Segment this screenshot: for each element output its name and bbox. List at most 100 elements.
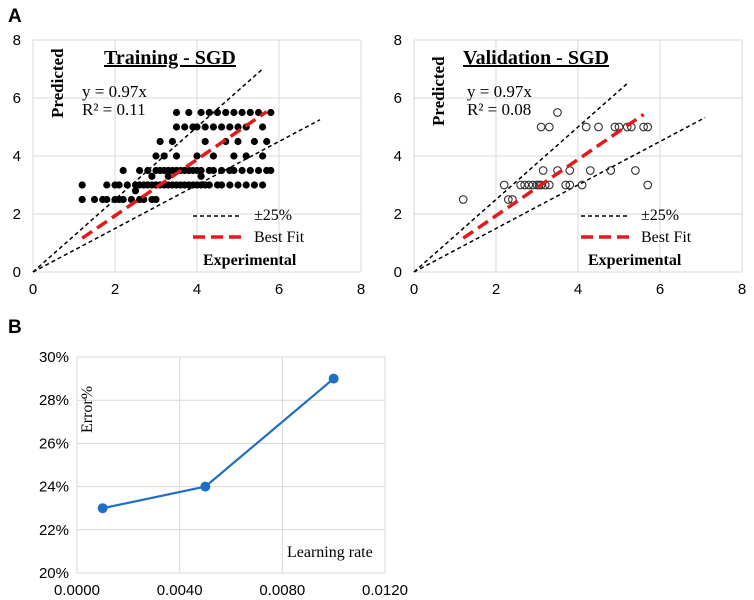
error-x-tick: 0.0080 bbox=[259, 582, 305, 599]
training-x-tick: 6 bbox=[275, 281, 283, 298]
training-data-point bbox=[160, 152, 168, 160]
validation-y-label: Predicted bbox=[429, 56, 448, 126]
training-data-point bbox=[148, 172, 156, 180]
training-y-tick: 2 bbox=[13, 206, 21, 223]
training-data-point bbox=[267, 108, 275, 117]
training-equation: y = 0.97x bbox=[82, 82, 147, 101]
validation-data-point bbox=[565, 180, 575, 190]
validation-data-point bbox=[458, 195, 468, 204]
training-data-point bbox=[172, 152, 181, 160]
training-data-point bbox=[78, 195, 86, 204]
training-y-label: Predicted bbox=[48, 48, 67, 118]
training-data-point bbox=[201, 137, 209, 146]
training-data-point bbox=[254, 166, 263, 175]
error-x-tick: 0.0120 bbox=[362, 582, 408, 599]
training-data-point bbox=[103, 181, 111, 189]
validation-data-point bbox=[553, 108, 562, 117]
training-data-point bbox=[197, 166, 205, 175]
validation-title: Validation - SGD bbox=[463, 47, 609, 69]
training-data-point bbox=[242, 181, 250, 189]
validation-x-label: Experimental bbox=[588, 252, 682, 269]
training-data-point bbox=[181, 123, 189, 131]
training-data-point bbox=[226, 123, 234, 131]
panel-label-b: B bbox=[8, 317, 22, 338]
validation-data-point bbox=[577, 180, 587, 190]
validation-data-point bbox=[643, 180, 653, 190]
training-data-point bbox=[205, 181, 213, 189]
training-data-point bbox=[218, 181, 226, 189]
training-data-point bbox=[238, 166, 246, 175]
panel-label-a: A bbox=[8, 6, 22, 27]
training-data-point bbox=[213, 108, 222, 117]
training-data-point bbox=[259, 152, 267, 160]
training-x-tick: 0 bbox=[29, 281, 37, 298]
training-data-point bbox=[193, 123, 201, 131]
training-data-point bbox=[230, 108, 238, 117]
training-data-point bbox=[115, 181, 123, 189]
training-data-point bbox=[119, 166, 127, 175]
training-data-point bbox=[168, 137, 176, 146]
training-data-point bbox=[230, 152, 238, 160]
training-data-point bbox=[78, 181, 86, 189]
validation-legend-band: ±25% bbox=[641, 207, 679, 224]
training-y-tick: 8 bbox=[13, 32, 21, 49]
training-data-point bbox=[218, 166, 226, 175]
validation-band-upper-line bbox=[413, 82, 628, 273]
error-data-point bbox=[97, 503, 108, 514]
validation-data-point bbox=[622, 122, 632, 132]
error-y-tick: 30% bbox=[39, 349, 69, 366]
training-data-point bbox=[209, 123, 217, 131]
validation-x-tick: 4 bbox=[574, 281, 582, 298]
training-data-point bbox=[246, 108, 254, 117]
training-y-tick: 4 bbox=[13, 148, 21, 165]
validation-data-point bbox=[524, 180, 534, 190]
training-data-point bbox=[209, 152, 217, 160]
validation-data-point bbox=[544, 180, 554, 190]
training-data-point bbox=[197, 172, 205, 180]
validation-data-point bbox=[631, 166, 640, 175]
training-data-point bbox=[164, 172, 172, 180]
training-data-point bbox=[242, 152, 250, 160]
training-data-point bbox=[90, 195, 99, 204]
validation-data-point bbox=[499, 180, 509, 190]
training-data-point bbox=[144, 166, 152, 175]
training-data-point bbox=[103, 195, 111, 204]
validation-data-point bbox=[561, 180, 571, 190]
error-rate-chart: 0.0000 0.0040 0.0080 0.0120 20% 22% 24% 26% 28% 3… bbox=[39, 349, 408, 599]
training-data-point bbox=[152, 195, 160, 204]
training-x-tick: 2 bbox=[111, 281, 119, 298]
validation-data-point bbox=[536, 180, 546, 190]
error-y-tick: 22% bbox=[39, 522, 69, 539]
training-data-point bbox=[201, 123, 209, 131]
error-y-label: Error% bbox=[79, 386, 96, 433]
training-band-lower-line bbox=[32, 119, 321, 273]
validation-chart: 0 2 4 6 8 0 2 4 6 8 Validation - SGD Predicted y … bbox=[394, 32, 747, 298]
training-data-point bbox=[209, 166, 217, 175]
training-data-point bbox=[136, 166, 144, 175]
training-data-point bbox=[123, 181, 131, 189]
validation-y-tick: 2 bbox=[394, 206, 402, 223]
validation-data-point bbox=[516, 180, 525, 190]
training-x-tick: 8 bbox=[357, 281, 365, 298]
validation-data-point bbox=[643, 122, 653, 132]
validation-r2: R² = 0.08 bbox=[467, 100, 531, 119]
validation-data-point bbox=[585, 166, 595, 175]
training-data-point bbox=[230, 166, 238, 175]
training-data-point bbox=[156, 137, 164, 146]
training-data-point bbox=[172, 108, 181, 117]
training-data-point bbox=[131, 187, 140, 195]
training-x-tick: 4 bbox=[193, 281, 201, 298]
training-data-point bbox=[250, 181, 258, 189]
training-legend-fit: Best Fit bbox=[254, 229, 305, 246]
validation-legend-fit: Best Fit bbox=[641, 229, 692, 246]
validation-data-point bbox=[520, 180, 530, 190]
error-x-label: Learning rate bbox=[287, 544, 373, 561]
validation-y-tick: 8 bbox=[394, 32, 402, 49]
validation-x-tick: 8 bbox=[738, 281, 746, 298]
validation-y-tick: 6 bbox=[394, 90, 402, 107]
validation-band-lower-line bbox=[413, 116, 706, 273]
training-data-point bbox=[238, 108, 246, 117]
training-data-point bbox=[234, 181, 242, 189]
training-data-point bbox=[259, 181, 267, 189]
